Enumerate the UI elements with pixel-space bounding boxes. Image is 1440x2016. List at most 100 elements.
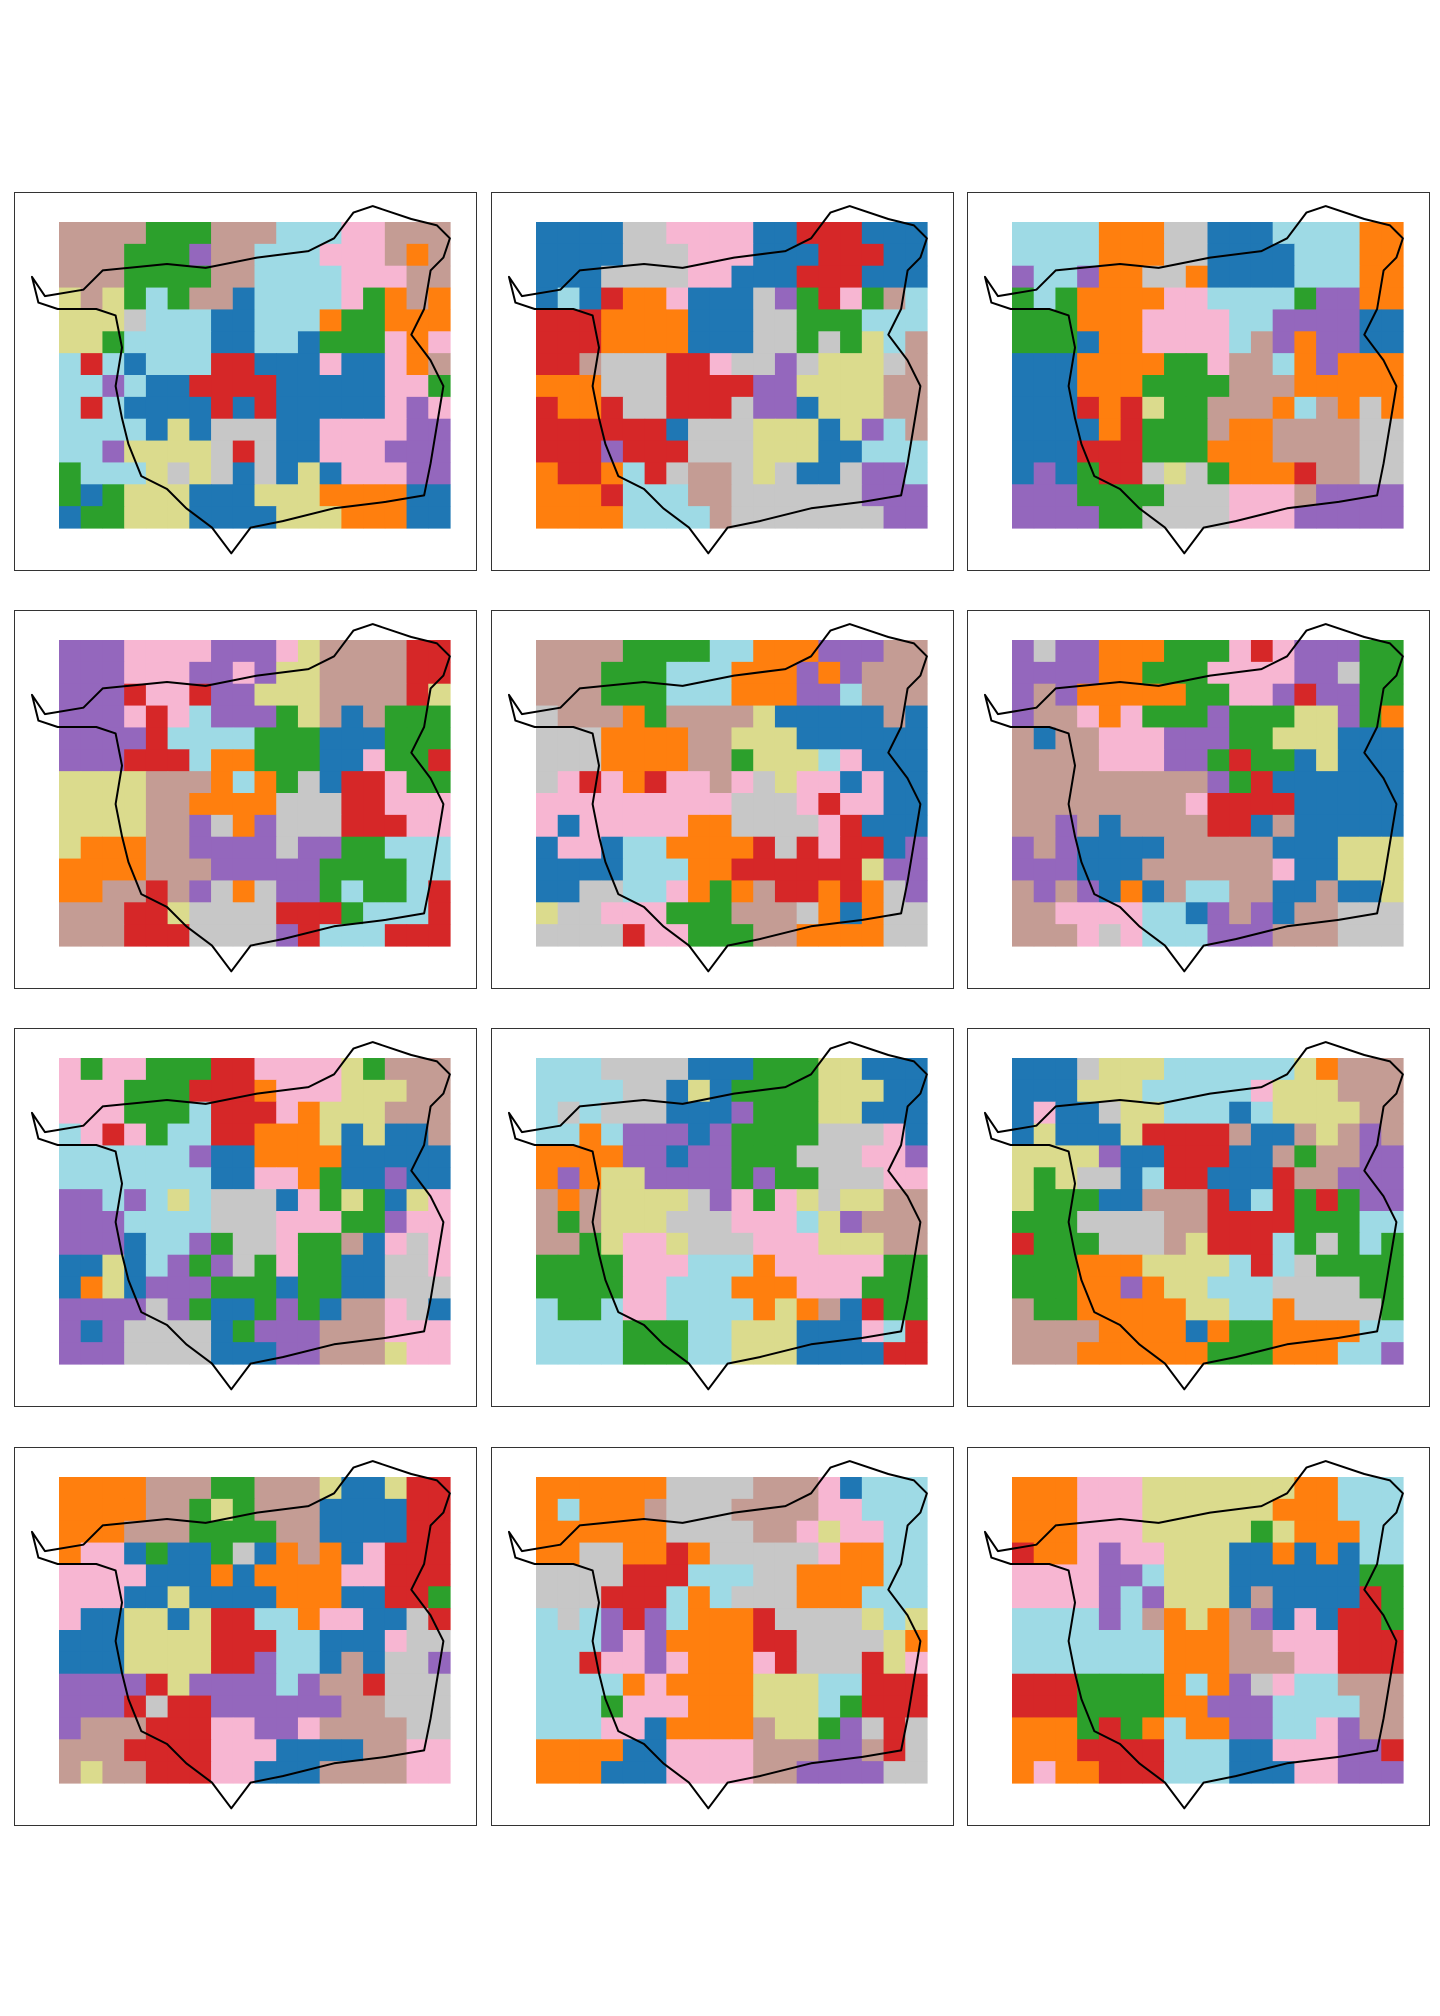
cell: [102, 902, 125, 925]
cell: [753, 1761, 776, 1784]
cell: [753, 484, 776, 507]
cell: [1272, 331, 1295, 354]
cell: [905, 418, 928, 442]
cell: [1359, 440, 1382, 464]
cell: [1185, 1498, 1209, 1522]
cell: [709, 1123, 733, 1147]
cell: [1120, 814, 1143, 838]
cell: [1055, 1298, 1078, 1321]
cell: [536, 375, 559, 398]
cell: [276, 1058, 299, 1081]
cell: [1033, 727, 1057, 750]
cell: [167, 506, 190, 529]
cell: [1207, 858, 1230, 882]
cell: [80, 1695, 104, 1719]
cell: [189, 771, 212, 794]
cell: [80, 1254, 104, 1278]
cell: [1294, 1079, 1317, 1103]
cell: [1012, 396, 1035, 420]
cell: [1185, 1101, 1209, 1125]
cell: [384, 836, 408, 860]
cell: [124, 1320, 147, 1343]
cell: [254, 353, 277, 376]
cell: [1381, 222, 1404, 245]
cell: [818, 1145, 841, 1168]
cell: [1120, 375, 1143, 398]
cell: [297, 462, 321, 485]
cell: [709, 1058, 733, 1081]
cell: [59, 1167, 82, 1190]
cell: [1164, 1673, 1187, 1697]
cell: [731, 902, 754, 925]
cell: [232, 1123, 256, 1147]
cell: [1120, 1101, 1143, 1125]
cell: [1077, 1542, 1100, 1566]
cell: [536, 353, 559, 376]
cell: [601, 749, 624, 772]
cell: [297, 902, 321, 925]
cell: [1077, 396, 1100, 420]
cell: [666, 1123, 689, 1147]
cell: [80, 771, 104, 794]
cell: [753, 309, 776, 332]
cell: [1250, 418, 1274, 442]
cell: [1250, 902, 1274, 925]
cell: [709, 1717, 733, 1740]
cell: [1164, 1695, 1187, 1719]
cell: [80, 1630, 104, 1653]
cell: [1098, 331, 1122, 354]
cell: [80, 1232, 104, 1256]
cell: [297, 1320, 321, 1343]
cell: [666, 1276, 689, 1300]
cell: [579, 1761, 602, 1784]
cell: [709, 1520, 733, 1544]
cell: [753, 1630, 776, 1653]
cell: [341, 1477, 364, 1500]
map-panel: [14, 610, 477, 989]
cell: [731, 1673, 754, 1697]
cell: [1120, 1717, 1143, 1740]
cell: [1012, 1189, 1035, 1212]
cell: [688, 902, 711, 925]
cell: [796, 331, 819, 354]
cell: [1337, 1123, 1361, 1147]
cell: [688, 771, 711, 794]
cell: [1098, 1520, 1122, 1544]
cell: [1316, 353, 1339, 376]
cell: [297, 1498, 321, 1522]
cell: [232, 1342, 256, 1365]
cell: [883, 924, 906, 947]
cell: [1120, 1673, 1143, 1697]
cell: [709, 1739, 733, 1762]
cell: [1055, 880, 1078, 903]
cell: [1250, 1058, 1274, 1081]
cell: [211, 727, 234, 750]
cell: [363, 1761, 386, 1784]
cell: [601, 331, 624, 354]
cell: [1250, 1189, 1274, 1212]
cell: [622, 1232, 646, 1256]
cell: [1207, 1232, 1230, 1256]
cell: [622, 265, 646, 289]
cell: [189, 1232, 212, 1256]
cell: [861, 705, 885, 729]
cell: [796, 1586, 819, 1609]
cell: [341, 222, 364, 245]
cell: [1164, 484, 1187, 507]
cell: [428, 243, 451, 267]
cell: [1098, 1673, 1122, 1697]
cell: [1272, 924, 1295, 947]
cell: [80, 661, 104, 685]
cell: [1316, 1520, 1339, 1544]
cell: [883, 462, 906, 485]
cell: [796, 1254, 819, 1278]
cell: [1033, 1232, 1057, 1256]
cell: [1207, 640, 1230, 663]
cell: [167, 287, 190, 311]
cell: [1012, 1167, 1035, 1190]
cell: [341, 1232, 364, 1256]
cell: [666, 661, 689, 685]
cell: [341, 924, 364, 947]
cell: [297, 771, 321, 794]
cell: [1120, 902, 1143, 925]
